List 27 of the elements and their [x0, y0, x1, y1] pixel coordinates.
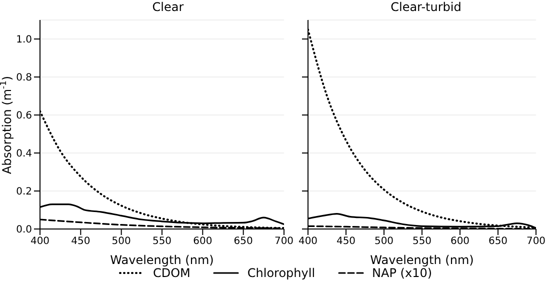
y-tick-label: 0.0: [16, 224, 32, 236]
x-tick-label: 400: [30, 236, 50, 248]
x-tick-label: 650: [234, 236, 253, 248]
x-tick-label: 450: [71, 236, 90, 248]
x-tick-label: 700: [274, 236, 294, 248]
y-tick-label: 1.0: [16, 34, 32, 46]
x-tick-label: 550: [412, 236, 432, 248]
x-tick-label: 600: [450, 236, 470, 248]
chart-title: Clear-turbid: [390, 0, 462, 14]
chart-title: Clear: [151, 0, 185, 14]
x-tick-label: 700: [526, 236, 546, 248]
legend-label: NAP (x10): [372, 266, 432, 280]
y-tick-label: 0.2: [16, 186, 32, 198]
x-tick-label: 500: [112, 236, 131, 248]
x-tick-label: 650: [488, 236, 508, 248]
x-tick-label: 450: [336, 236, 356, 248]
y-tick-label: 0.6: [16, 110, 32, 122]
x-tick-label: 400: [298, 236, 318, 248]
legend-label: CDOM: [152, 266, 190, 280]
y-tick-label: 0.8: [16, 72, 32, 84]
x-axis-title: Wavelength (nm): [370, 253, 474, 267]
x-tick-label: 600: [193, 236, 212, 248]
x-tick-label: 550: [152, 236, 172, 248]
x-axis-title: Wavelength (nm): [110, 253, 214, 267]
legend-label: Chlorophyll: [247, 266, 316, 280]
x-tick-label: 500: [374, 236, 394, 248]
y-tick-label: 0.4: [16, 148, 32, 160]
